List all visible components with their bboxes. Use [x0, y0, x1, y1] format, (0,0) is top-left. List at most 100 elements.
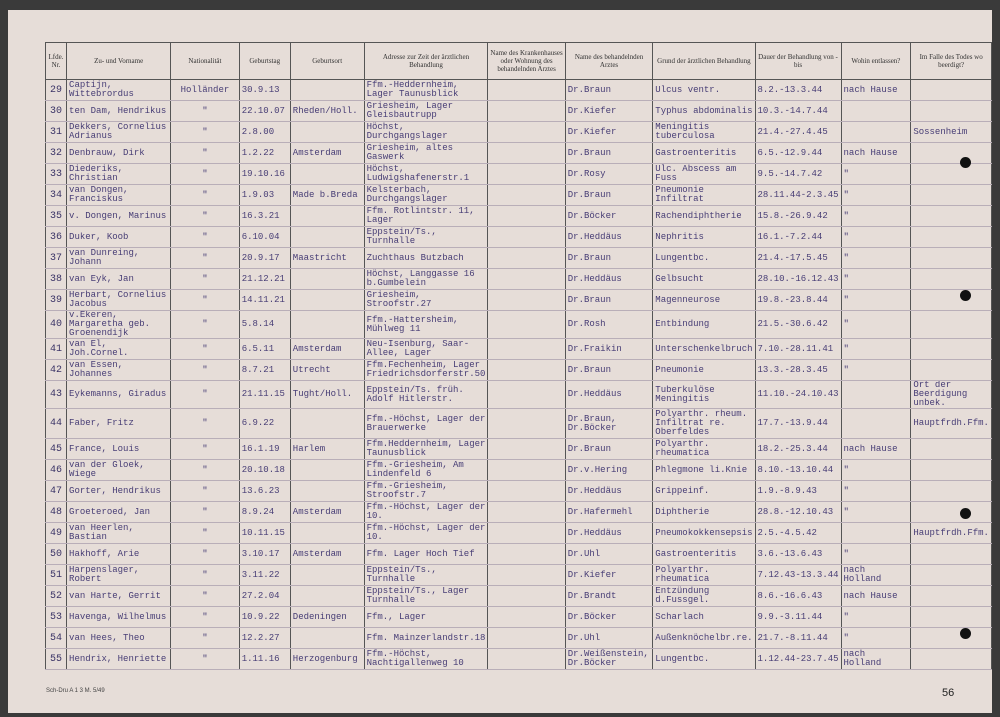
- table-cell: [487, 438, 566, 460]
- table-cell: [487, 522, 566, 544]
- table-cell: Gorter, Hendrikus: [66, 480, 172, 502]
- table-cell: 3.11.22: [238, 564, 291, 586]
- table-cell: Dr.Brandt: [564, 585, 654, 607]
- table-cell: Herbart, Cornelius Jacobus: [66, 289, 172, 311]
- table-cell: [289, 408, 365, 439]
- table-cell: [289, 564, 365, 586]
- table-cell: ": [840, 501, 912, 523]
- table-cell: Ffm.-Hattersheim, Mühlweg 11: [363, 310, 489, 339]
- table-cell: Pneumonie: [652, 359, 756, 381]
- table-cell: Polyarthr. rheum. Infiltrat re. Oberfeld…: [652, 408, 756, 439]
- table-cell: [910, 142, 992, 164]
- table-cell: 28.8.-12.10.43: [754, 501, 842, 523]
- table-cell: ": [170, 480, 240, 502]
- table-row: 41 van El, Joh.Cornel. " 6.5.11 Amsterdam Neu…: [44, 338, 992, 360]
- table-cell: Unterschenkelbruch: [652, 338, 756, 360]
- table-cell: 51: [44, 564, 68, 586]
- table-cell: Kelsterbach, Durchgangslager: [363, 184, 489, 206]
- table-cell: Tught/Holl.: [289, 380, 365, 409]
- table-cell: 46: [44, 459, 68, 481]
- table-cell: Ffm. Rotlintstr. 11, Lager: [363, 205, 489, 227]
- table-cell: 32: [44, 142, 68, 164]
- table-cell: 1.2.22: [238, 142, 291, 164]
- table-cell: 21.7.-8.11.44: [754, 627, 842, 649]
- table-cell: Harpenslager, Robert: [66, 564, 172, 586]
- table-row: 39 Herbart, Cornelius Jacobus " 14.11.21 Gri…: [44, 289, 992, 311]
- table-cell: Eykemanns, Giradus: [66, 380, 172, 409]
- table-row: 50 Hakhoff, Arie " 3.10.17 Amsterdam Ffm. Lag…: [44, 543, 992, 565]
- table-cell: Höchst, Langgasse 16 b.Gumbelein: [363, 268, 489, 290]
- punch-hole: [960, 290, 971, 301]
- table-cell: [289, 627, 365, 649]
- table-row: 44 Faber, Fritz " 6.9.22 Ffm.-Höchst, Lager …: [44, 408, 992, 439]
- table-cell: [487, 163, 566, 185]
- table-row: 36 Duker, Koob " 6.10.04 Eppstein/Ts., Turnh…: [44, 226, 992, 248]
- table-cell: 8.7.21: [238, 359, 291, 381]
- page-number: 56: [942, 687, 955, 699]
- table-body: 29 Captijn, Wittebrordus Holländer 30.9.13 F…: [44, 79, 992, 670]
- table-cell: [910, 79, 992, 101]
- table-cell: Hauptfrdh.Ffm.: [910, 408, 992, 439]
- table-cell: ": [840, 480, 912, 502]
- table-cell: [487, 627, 566, 649]
- table-cell: Dr.Kiefer: [564, 564, 654, 586]
- table-row: 46 van der Gloek, Wiege " 20.10.18 Ffm.-Grie…: [44, 459, 992, 481]
- table-cell: Dr.Braun: [564, 184, 654, 206]
- table-cell: ": [840, 310, 912, 339]
- table-cell: 1.11.16: [238, 648, 291, 670]
- table-row: 33 Diederiks, Christian " 19.10.16 Höchst, L…: [44, 163, 992, 185]
- table-row: 38 van Eyk, Jan " 21.12.21 Höchst, Langgasse…: [44, 268, 992, 290]
- table-cell: Phlegmone li.Knie: [652, 459, 756, 481]
- table-cell: [910, 501, 992, 523]
- table-cell: ": [840, 459, 912, 481]
- table-cell: Hauptfrdh.Ffm.: [910, 522, 992, 544]
- table-cell: Holländer: [170, 79, 240, 101]
- table-cell: [910, 247, 992, 269]
- table-cell: Pneumonie Infiltrat: [652, 184, 756, 206]
- table-cell: Dr.Rosy: [564, 163, 654, 185]
- table-cell: van Heerlen, Bastian: [66, 522, 172, 544]
- table-cell: [910, 338, 992, 360]
- table-cell: 21.12.21: [238, 268, 291, 290]
- table-cell: [289, 226, 365, 248]
- table-cell: Höchst, Durchgangslager: [363, 121, 489, 143]
- table-cell: 14.11.21: [238, 289, 291, 311]
- table-cell: Dr.Braun: [564, 359, 654, 381]
- table-cell: Griesheim, Stroofstr.27: [363, 289, 489, 311]
- table-cell: [910, 606, 992, 628]
- table-cell: 17.7.-13.9.44: [754, 408, 842, 439]
- table-cell: Lungentbc.: [652, 247, 756, 269]
- table-cell: Zuchthaus Butzbach: [363, 247, 489, 269]
- table-cell: [487, 585, 566, 607]
- table-cell: Meningitis tuberculosa: [652, 121, 756, 143]
- table-cell: [289, 121, 365, 143]
- table-cell: [487, 142, 566, 164]
- table-cell: Faber, Fritz: [66, 408, 172, 439]
- table-cell: [289, 163, 365, 185]
- table-cell: [840, 522, 912, 544]
- table-cell: [289, 205, 365, 227]
- table-cell: Dr.Böcker: [564, 606, 654, 628]
- table-cell: 48: [44, 501, 68, 523]
- table-cell: Griesheim, Lager Gleisbautrupp: [363, 100, 489, 122]
- table-cell: Diphtherie: [652, 501, 756, 523]
- register-table: Lfde. Nr. Zu- und Vorname Nationalität Gebu…: [44, 42, 992, 670]
- header-row: Lfde. Nr. Zu- und Vorname Nationalität Gebu…: [44, 42, 992, 80]
- punch-hole: [960, 157, 971, 168]
- table-cell: [910, 543, 992, 565]
- table-cell: 54: [44, 627, 68, 649]
- table-cell: 8.9.24: [238, 501, 291, 523]
- table-cell: ": [170, 648, 240, 670]
- table-cell: Magenneurose: [652, 289, 756, 311]
- table-row: 53 Havenga, Wilhelmus " 10.9.22 Dedeningen Ff…: [44, 606, 992, 628]
- column-header: Geburtstag: [238, 42, 291, 80]
- form-code: Sch-Dru A 1 3 M. 5/49: [46, 688, 105, 694]
- table-cell: Dr.Weißenstein, Dr.Böcker: [564, 648, 654, 670]
- table-row: 48 Groeteroed, Jan " 8.9.24 Amsterdam Ffm.-Hö…: [44, 501, 992, 523]
- table-cell: [487, 121, 566, 143]
- table-cell: 29: [44, 79, 68, 101]
- table-cell: 20.10.18: [238, 459, 291, 481]
- table-cell: 52: [44, 585, 68, 607]
- table-cell: Dr.Böcker: [564, 205, 654, 227]
- table-cell: [487, 79, 566, 101]
